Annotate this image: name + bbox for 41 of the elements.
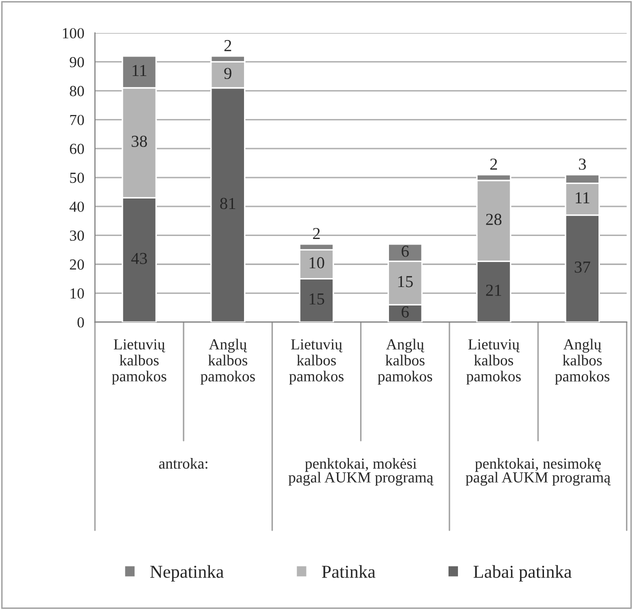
data-label: 2 <box>224 40 232 52</box>
data-label: 11 <box>576 192 590 204</box>
data-label: 9 <box>224 68 232 80</box>
legend-label: Nepatinka <box>150 565 224 582</box>
legend-label: Labai patinka <box>474 565 572 582</box>
y-tick-label: 60 <box>70 144 84 154</box>
y-tick-label: 20 <box>70 259 84 270</box>
x-tick-label: Anglų kalbos pamokos <box>200 338 255 385</box>
y-tick-label: 70 <box>70 114 84 126</box>
x-tick-label: Anglų kalbos pamokos <box>555 338 610 385</box>
y-tick-label: 10 <box>70 288 84 299</box>
text: penktokai, nesimokę pagal AUKM programą <box>466 458 611 486</box>
y-tick-label: 0 <box>77 317 84 328</box>
data-label: 6 <box>402 246 409 257</box>
data-label: 21 <box>486 284 502 296</box>
y-tick-label: 80 <box>70 86 84 96</box>
data-label: 10 <box>310 257 324 268</box>
text: penktokai, mokėsi pagal AUKM programą <box>288 458 434 486</box>
x-tick-label: Lietuvių kalbos pamokos <box>289 339 344 385</box>
x-tick-label: Lietuvių kalbos pamokos <box>466 339 521 385</box>
x-tick-label: Lietuvių kalbos pamokos <box>112 339 166 385</box>
legend-label: Patinka <box>322 565 376 578</box>
y-tick-label: 30 <box>70 230 84 241</box>
x-tick-label: Anglų kalbos pamokos <box>378 338 432 385</box>
data-label: 38 <box>132 136 147 147</box>
y-tick-label: 40 <box>70 202 84 212</box>
data-label: 2 <box>313 228 320 240</box>
data-label: 28 <box>486 214 502 226</box>
y-tick-label: 50 <box>70 172 84 183</box>
data-label: 37 <box>574 262 590 273</box>
y-tick-label: 90 <box>70 56 84 68</box>
data-label: 2 <box>490 158 497 170</box>
data-label: 6 <box>402 306 409 318</box>
data-label: 11 <box>132 64 146 76</box>
data-label: 15 <box>310 293 324 305</box>
data-label: 43 <box>131 252 147 264</box>
data-label: 3 <box>578 158 586 170</box>
data-label: 15 <box>398 276 413 288</box>
data-label: 81 <box>220 198 236 210</box>
y-tick-label: 100 <box>62 28 84 38</box>
text: antroka: <box>159 458 208 469</box>
